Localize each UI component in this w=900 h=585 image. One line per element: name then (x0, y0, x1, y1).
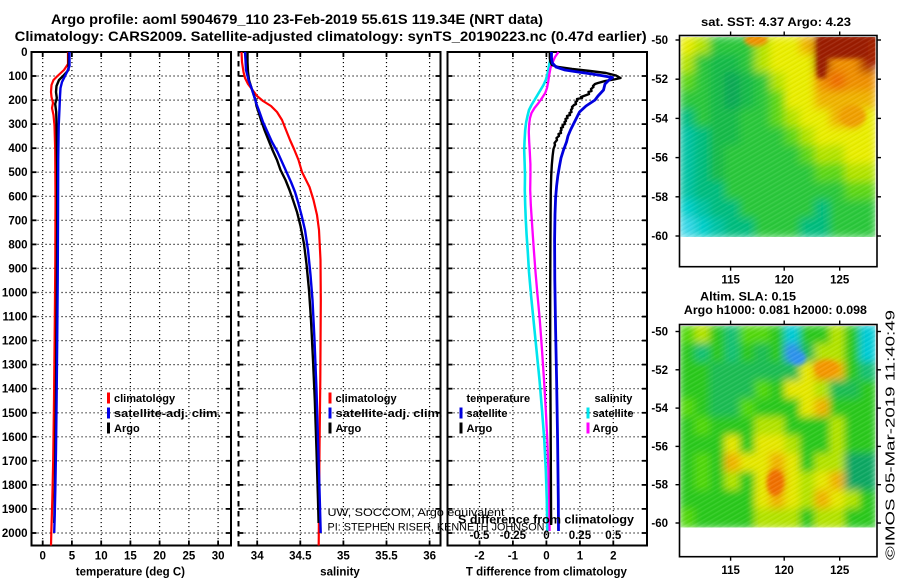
svg-text:700: 700 (8, 215, 27, 227)
svg-text:Argo profile: aoml 5904679_110: Argo profile: aoml 5904679_110 23-Feb-20… (51, 12, 543, 27)
svg-text:115: 115 (721, 565, 740, 577)
svg-text:-58: -58 (651, 480, 668, 492)
svg-text:Altim. SLA: 0.15: Altim. SLA: 0.15 (700, 290, 796, 304)
svg-text:34.5: 34.5 (289, 551, 312, 563)
svg-text:-52: -52 (651, 365, 668, 377)
svg-text:400: 400 (8, 143, 27, 155)
svg-text:-0.5: -0.5 (470, 530, 490, 542)
svg-text:sat. SST: 4.37 Argo: 4.23: sat. SST: 4.37 Argo: 4.23 (701, 15, 851, 29)
svg-text:Argo h1000: 0.081 h2000: 0.098: Argo h1000: 0.081 h2000: 0.098 (684, 303, 867, 317)
svg-text:salinity: salinity (320, 567, 360, 579)
svg-text:5: 5 (69, 551, 76, 563)
svg-text:15: 15 (124, 551, 137, 563)
svg-text:1600: 1600 (2, 432, 28, 444)
svg-text:1800: 1800 (2, 480, 28, 492)
svg-text:satellite-adj. clim.: satellite-adj. clim. (114, 408, 221, 420)
svg-text:0: 0 (21, 47, 27, 59)
svg-text:satellite: satellite (467, 408, 508, 420)
svg-text:1: 1 (577, 551, 584, 563)
svg-text:2000: 2000 (2, 528, 28, 540)
svg-text:36: 36 (423, 551, 436, 563)
svg-text:30: 30 (212, 551, 225, 563)
svg-text:1900: 1900 (2, 504, 28, 516)
svg-text:125: 125 (830, 565, 850, 577)
svg-text:S difference from climatology: S difference from climatology (458, 515, 635, 527)
svg-text:-60: -60 (651, 518, 668, 530)
svg-text:20: 20 (153, 551, 166, 563)
svg-text:-50: -50 (651, 35, 668, 47)
svg-text:Argo: Argo (114, 423, 140, 435)
svg-text:0: 0 (543, 551, 549, 563)
svg-text:900: 900 (8, 263, 27, 275)
svg-text:1300: 1300 (2, 360, 28, 372)
svg-text:-52: -52 (651, 74, 668, 86)
svg-text:2: 2 (610, 551, 616, 563)
svg-text:300: 300 (8, 119, 27, 131)
svg-text:120: 120 (775, 275, 794, 287)
svg-text:35: 35 (337, 551, 350, 563)
svg-text:0: 0 (39, 551, 45, 563)
svg-text:1200: 1200 (2, 336, 28, 348)
svg-text:-56: -56 (651, 441, 668, 453)
svg-text:-2: -2 (474, 551, 484, 563)
svg-text:T difference from climatology: T difference from climatology (466, 567, 628, 579)
svg-text:1700: 1700 (2, 456, 28, 468)
svg-text:temperature (deg C): temperature (deg C) (76, 567, 185, 579)
svg-text:1500: 1500 (2, 408, 28, 420)
svg-text:0.25: 0.25 (569, 530, 592, 542)
svg-text:35.5: 35.5 (375, 551, 398, 563)
svg-text:PI: STEPHEN RISER, KENNETH JOH: PI: STEPHEN RISER, KENNETH JOHNSON (328, 522, 545, 534)
svg-text:34: 34 (251, 551, 264, 563)
svg-text:-0.25: -0.25 (500, 530, 527, 542)
svg-text:10: 10 (95, 551, 108, 563)
svg-text:-56: -56 (651, 153, 668, 165)
svg-text:Climatology: CARS2009. Satelli: Climatology: CARS2009. Satellite-adjuste… (15, 29, 647, 44)
svg-text:climatology: climatology (336, 393, 398, 405)
svg-text:0: 0 (543, 530, 549, 542)
svg-text:satellite-adj. clim.: satellite-adj. clim. (336, 408, 443, 420)
svg-text:1000: 1000 (2, 288, 28, 300)
svg-text:salinity: salinity (595, 393, 634, 405)
svg-text:120: 120 (775, 565, 794, 577)
svg-text:200: 200 (8, 95, 27, 107)
svg-text:-54: -54 (651, 403, 668, 415)
svg-text:-1: -1 (508, 551, 519, 563)
svg-text:-60: -60 (651, 231, 668, 243)
svg-text:600: 600 (8, 191, 27, 203)
svg-text:temperature: temperature (467, 393, 531, 405)
svg-text:Argo: Argo (467, 423, 493, 435)
svg-text:500: 500 (8, 167, 27, 179)
svg-text:satellite: satellite (593, 408, 634, 420)
svg-text:1100: 1100 (3, 312, 28, 324)
svg-text:0.5: 0.5 (605, 530, 622, 542)
svg-text:©IMOS 05-Mar-2019 11:40:49: ©IMOS 05-Mar-2019 11:40:49 (883, 310, 898, 560)
svg-text:-58: -58 (651, 192, 668, 204)
svg-text:800: 800 (8, 239, 27, 251)
svg-text:25: 25 (183, 551, 196, 563)
svg-text:Argo: Argo (593, 423, 619, 435)
svg-text:125: 125 (830, 275, 850, 287)
svg-text:UW, SOCCOM, Argo equivalent: UW, SOCCOM, Argo equivalent (328, 507, 505, 519)
svg-text:climatology: climatology (114, 393, 176, 405)
svg-text:100: 100 (8, 71, 27, 83)
svg-text:Argo: Argo (336, 423, 362, 435)
svg-text:-54: -54 (651, 113, 668, 125)
svg-text:-50: -50 (651, 327, 668, 339)
svg-text:1400: 1400 (2, 384, 28, 396)
svg-text:115: 115 (721, 275, 740, 287)
